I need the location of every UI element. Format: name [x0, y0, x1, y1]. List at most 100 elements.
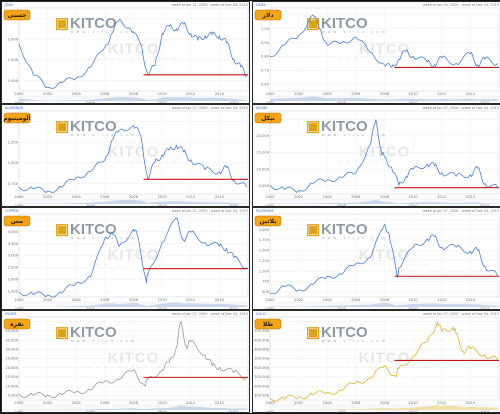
x-tick-label: 2006 [351, 92, 361, 96]
y-tick-label: 500.00$ [254, 384, 269, 388]
y-tick-label: 0.750 [8, 182, 19, 186]
navigator-tick-label: 2000 [265, 101, 275, 104]
x-tick-label: 2002 [294, 195, 303, 199]
price-line [269, 119, 498, 193]
kitco-url: w w w . k i t c o . c o m [71, 30, 135, 34]
x-tick-label: 2012 [437, 195, 446, 199]
price-line [269, 224, 498, 295]
date-range: week of Jan 07, 2000 - week of Dec 04, 2… [423, 312, 499, 316]
chart-panel: ALUMINUM week of Jan 07, 2000 - week of D… [1, 104, 250, 207]
watermark-url: w w w . k i t c o . c o m [339, 263, 429, 267]
kitco-url: w w w . k i t c o . c o m [322, 133, 386, 137]
watermark: KITCO [108, 247, 160, 264]
x-tick-label: 2012 [437, 92, 446, 96]
kitco-logo-icon: ▣ [306, 118, 320, 135]
navigator-tick-label: 2005 [86, 204, 95, 207]
plot-frame [18, 316, 249, 401]
x-tick-label: 2008 [129, 195, 139, 199]
watermark-url: w w w . k i t c o . c o m [88, 366, 178, 370]
y-tick-label: 10.000 [5, 384, 18, 388]
watermark: KITCO [359, 247, 411, 264]
chart-panel: NICKEL week of Jan 07, 2000 - week of Dec… [252, 104, 500, 207]
x-tick-label: 2012 [186, 92, 195, 96]
kitco-logo-icon: ▣ [55, 118, 69, 135]
metal-badge-label: نیکل [261, 115, 275, 122]
x-tick-label: 2012 [437, 401, 446, 405]
metal-badge-label: مس [11, 218, 23, 225]
x-tick-label: 2014 [215, 298, 225, 302]
watermark-url: w w w . k i t c o . c o m [339, 366, 429, 370]
x-tick-label: 2010 [409, 195, 419, 199]
x-tick-label: 2008 [380, 195, 390, 199]
x-tick-label: 2004 [72, 92, 82, 96]
x-tick-label: 2008 [380, 298, 390, 302]
series-header: SILVER [5, 312, 17, 316]
plot-frame [269, 7, 500, 92]
x-tick-label: 2008 [129, 92, 139, 96]
watermark: KITCO [359, 144, 411, 161]
navigator-tick-label: 2015 [480, 101, 489, 104]
y-tick-label: 2.000 [8, 37, 19, 41]
x-tick-label: 2008 [380, 401, 390, 405]
navigator-tick-label: 2005 [337, 410, 346, 413]
y-tick-label: 1.000 [8, 79, 19, 83]
navigator-area [270, 96, 498, 101]
x-tick-label: 2012 [437, 298, 446, 302]
date-range: week of Jan 01, 2000 - week of Dec 04, 2… [172, 3, 248, 7]
y-tick-label: 1,100.00$ [253, 357, 269, 361]
plot-frame [18, 7, 249, 92]
x-tick-label: 2002 [43, 298, 52, 302]
kitco-logo: KITCO [70, 221, 117, 238]
y-tick-label: 1.500 [259, 249, 270, 253]
x-tick-label: 2000 [265, 195, 275, 199]
y-tick-label: 900.00$ [254, 366, 269, 370]
x-tick-label: 2002 [294, 401, 303, 405]
metal-badge [254, 112, 282, 124]
navigator-tick-label: 2010 [409, 204, 419, 207]
x-tick-label: 2014 [466, 401, 476, 405]
kitco-logo: KITCO [321, 118, 368, 135]
chart-panel: GOLD week of Jan 07, 2000 - week of Dec 0… [252, 310, 500, 413]
chart-svg: COPPER week of Jan 07, 2000 - week of Dec… [3, 209, 249, 310]
chart-panel: SILVER week of Jan 07, 2000 - week of Dec… [1, 310, 250, 413]
y-tick-label: 1.500 [8, 58, 19, 62]
series-header: PLATINUM [256, 209, 273, 213]
y-tick-label: 700.00$ [254, 375, 269, 379]
series-header: COPPER [5, 209, 19, 213]
kitco-logo-icon: ▣ [306, 221, 320, 238]
price-line [18, 19, 247, 89]
series-header: GOLD [256, 312, 266, 316]
y-tick-label: 0.70 [261, 68, 270, 72]
y-tick-label: 1.000 [259, 269, 270, 273]
y-tick-label: 1.000 [8, 161, 19, 165]
x-tick-label: 2006 [100, 92, 110, 96]
x-tick-label: 2014 [215, 92, 225, 96]
navigator-tick-label: 2010 [409, 307, 419, 310]
x-tick-label: 2002 [43, 401, 52, 405]
y-tick-label: 4.000 [8, 230, 19, 234]
metal-badge [3, 318, 31, 330]
navigator-tick-label: 2010 [158, 410, 168, 413]
y-tick-label: 0.60 [261, 82, 270, 86]
navigator-tick-label: 2000 [14, 307, 24, 310]
x-tick-label: 2010 [409, 401, 419, 405]
x-tick-label: 2004 [72, 298, 82, 302]
y-tick-label: 0.80 [261, 55, 270, 59]
x-tick-label: 2014 [466, 298, 476, 302]
navigator-tick-label: 2010 [158, 204, 168, 207]
navigator-tick-label: 2000 [265, 204, 275, 207]
series-header: ZINC [5, 3, 14, 7]
y-tick-label: 0.90 [261, 41, 270, 45]
x-tick-label: 2008 [129, 298, 139, 302]
price-line [270, 14, 498, 68]
metal-badge [3, 9, 31, 21]
y-tick-label: 2.500 [8, 266, 19, 270]
y-tick-label: 15.000 [256, 151, 269, 155]
kitco-logo: KITCO [70, 15, 117, 32]
x-tick-label: 2014 [215, 401, 225, 405]
metal-badge-label: آلومینیوم [3, 113, 31, 122]
plot-frame [269, 110, 500, 195]
kitco-url: w w w . k i t c o . c o m [71, 133, 135, 137]
chart-panel: COPPER week of Jan 07, 2000 - week of Dec… [1, 207, 250, 310]
y-tick-label: 15.000 [5, 375, 18, 379]
